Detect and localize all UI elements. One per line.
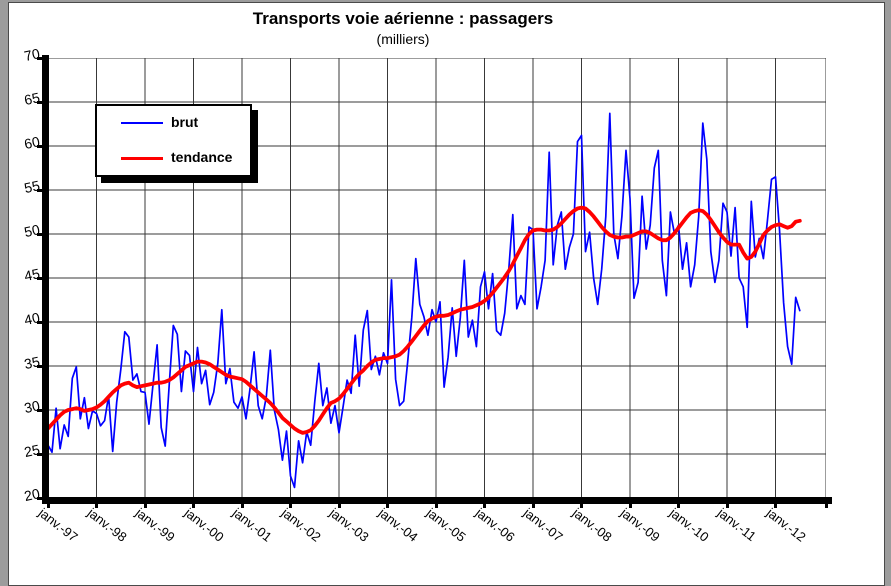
x-axis-tick bbox=[774, 504, 777, 508]
x-axis-tick bbox=[143, 504, 147, 508]
y-axis-tick-label: 70 bbox=[22, 45, 42, 65]
legend-item-brut: brut bbox=[97, 113, 250, 133]
legend-label-brut: brut bbox=[171, 114, 199, 130]
y-axis-tick-label: 25 bbox=[22, 441, 42, 461]
x-axis-tick-label: janv.-97 bbox=[35, 505, 81, 545]
x-axis-tick-label: janv.-06 bbox=[472, 505, 518, 545]
x-axis-tick bbox=[289, 504, 292, 508]
y-axis-tick bbox=[37, 188, 42, 192]
chart-title: Transports voie aérienne : passagers bbox=[252, 9, 554, 28]
x-axis-end-tick bbox=[824, 504, 828, 508]
x-axis-tick-label: janv.-99 bbox=[132, 505, 178, 545]
y-axis-tick-label: 20 bbox=[22, 485, 42, 505]
x-axis-tick-label: janv.-07 bbox=[520, 505, 566, 545]
x-axis-tick bbox=[46, 504, 50, 508]
x-axis-tick bbox=[434, 504, 438, 508]
x-axis-tick-label: janv.-12 bbox=[763, 505, 809, 545]
x-axis-tick bbox=[725, 504, 729, 508]
x-axis-tick bbox=[386, 504, 389, 508]
x-axis-tick-label: janv.-04 bbox=[375, 505, 421, 545]
y-axis-tick-label: 60 bbox=[22, 133, 42, 153]
y-axis-tick bbox=[37, 276, 42, 280]
x-axis-tick bbox=[483, 504, 486, 508]
series-line-tendance bbox=[48, 205, 802, 435]
x-axis-tick-label: janv.-05 bbox=[423, 505, 469, 545]
x-axis-tick bbox=[240, 504, 244, 508]
x-axis-tick bbox=[628, 504, 632, 508]
y-axis-tick-label: 55 bbox=[22, 177, 42, 197]
y-axis-tick bbox=[37, 144, 42, 148]
y-axis-tick bbox=[37, 452, 42, 456]
x-axis-tick-label: janv.-11 bbox=[714, 505, 759, 545]
y-axis-tick-label: 45 bbox=[22, 265, 42, 285]
y-axis-tick bbox=[37, 320, 42, 324]
y-axis-tick bbox=[37, 100, 42, 104]
y-axis-tick-label: 50 bbox=[22, 221, 42, 241]
y-axis-line bbox=[42, 55, 49, 504]
x-axis-tick bbox=[531, 504, 535, 508]
x-axis-tick bbox=[677, 504, 680, 508]
x-axis-tick bbox=[192, 504, 195, 508]
chart-subtitle: (milliers) bbox=[376, 31, 430, 47]
x-axis-tick-label: janv.-00 bbox=[181, 505, 227, 545]
y-axis-tick-label: 65 bbox=[22, 89, 42, 109]
y-axis-tick-label: 30 bbox=[22, 397, 42, 417]
x-axis-tick-label: janv.-02 bbox=[278, 505, 324, 545]
x-axis-tick bbox=[337, 504, 341, 508]
y-axis-tick-label: 40 bbox=[22, 309, 42, 329]
x-axis-tick-label: janv.-98 bbox=[84, 505, 130, 545]
x-axis-tick bbox=[95, 504, 98, 508]
x-axis-tick-label: janv.-09 bbox=[617, 505, 663, 545]
chart-frame bbox=[8, 2, 885, 586]
y-axis-tick-label: 35 bbox=[22, 353, 42, 373]
legend-line-sample-brut bbox=[121, 122, 163, 124]
x-axis-tick-label: janv.-03 bbox=[326, 505, 372, 545]
legend-box: brut tendance bbox=[95, 104, 252, 177]
y-axis-tick bbox=[37, 496, 42, 500]
x-axis-line bbox=[42, 497, 832, 504]
plot-canvas bbox=[48, 58, 826, 498]
x-axis-tick bbox=[580, 504, 583, 508]
legend-line-sample-tendance bbox=[121, 157, 163, 161]
x-axis-tick-label: janv.-10 bbox=[666, 505, 712, 545]
y-axis-tick bbox=[37, 56, 42, 60]
y-axis-tick bbox=[37, 364, 42, 368]
y-axis-tick bbox=[37, 408, 42, 412]
y-axis-tick bbox=[37, 232, 42, 236]
x-axis-tick-label: janv.-08 bbox=[569, 505, 615, 545]
legend-item-tendance: tendance bbox=[97, 148, 250, 168]
x-axis-tick-label: janv.-01 bbox=[229, 505, 275, 545]
legend-label-tendance: tendance bbox=[171, 149, 233, 165]
